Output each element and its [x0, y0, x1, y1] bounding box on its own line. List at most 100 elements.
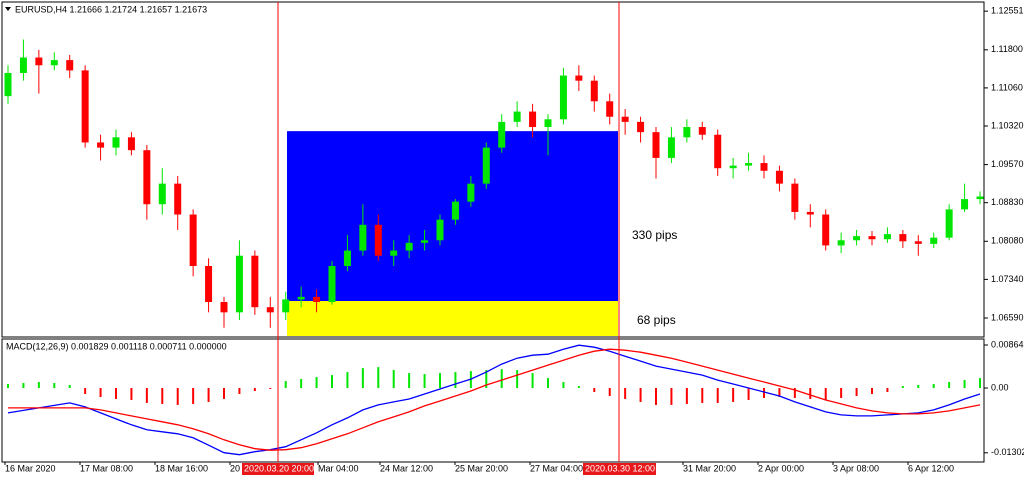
candle-body: [621, 116, 629, 122]
marker-label-bg: [242, 463, 314, 475]
candle-body: [945, 209, 953, 238]
candle-body: [775, 170, 783, 184]
candle-body: [374, 224, 382, 256]
candle-body: [683, 127, 691, 138]
candle-body: [174, 183, 182, 215]
zone: [287, 300, 618, 336]
y-tick-label: 0.008643: [991, 339, 1024, 349]
x-tick-label: Mar 04:00: [318, 463, 359, 473]
x-tick-label: 31 Mar 20:00: [683, 463, 736, 473]
y-tick-label: 1.09570: [991, 159, 1024, 169]
candle-body: [853, 236, 861, 241]
candle-body: [637, 121, 645, 133]
macd-title: MACD(12,26,9) 0.001829 0.001118 0.000711…: [6, 341, 227, 351]
candle-body: [81, 70, 89, 143]
candle-body: [313, 296, 321, 303]
candle-body: [50, 60, 58, 66]
candle-body: [405, 242, 413, 251]
macd-line: [8, 348, 981, 451]
x-tick-label: 27 Mar 04:00: [530, 463, 583, 473]
candle-body: [837, 240, 845, 246]
candle-body: [961, 199, 969, 210]
y-tick-label: 1.07340: [991, 274, 1024, 284]
y-tick-label: -0.013022: [991, 447, 1024, 457]
candle-body: [251, 255, 259, 308]
menu-triangle[interactable]: [5, 7, 11, 11]
y-tick-label: 1.08830: [991, 197, 1024, 207]
x-tick-label: 17 Mar 08:00: [80, 463, 133, 473]
y-tick-label: 0.00: [991, 382, 1009, 392]
x-tick-label: 2 Apr 00:00: [758, 463, 804, 473]
zone-label: 68 pips: [637, 313, 676, 327]
candle-body: [235, 255, 243, 313]
main-panel-frame: [1, 1, 985, 338]
candle-body: [498, 121, 506, 148]
y-tick-label: 1.08080: [991, 236, 1024, 246]
candle-body: [760, 163, 768, 171]
candle-body: [883, 234, 891, 240]
candle-body: [729, 165, 737, 169]
x-tick-label: 6 Apr 12:00: [908, 463, 954, 473]
candle-body: [359, 224, 367, 251]
macd-line: [7, 344, 981, 456]
x-tick-label: 3 Apr 08:00: [833, 463, 879, 473]
candle-body: [97, 142, 105, 148]
candle-body: [606, 101, 614, 117]
candle-body: [559, 75, 567, 120]
x-tick-label: 20: [230, 463, 240, 473]
candle-body: [343, 250, 351, 266]
candle-body: [266, 307, 274, 313]
candle-body: [390, 250, 398, 256]
zone-label: 330 pips: [632, 228, 677, 242]
candle-body: [652, 132, 660, 158]
candle-body: [4, 72, 12, 97]
candle-body: [529, 111, 537, 128]
marker-label: 2020.03.20 20:00: [244, 463, 314, 473]
y-tick-label: 1.12551: [991, 6, 1024, 16]
candle-body: [575, 75, 583, 81]
candle-body: [745, 163, 753, 166]
candle-body: [930, 237, 938, 244]
candle-body: [899, 234, 907, 242]
candle-body: [189, 214, 197, 266]
candle-body: [513, 111, 521, 122]
candle-body: [282, 299, 290, 313]
chart-title: EURUSD,H4 1.21666 1.21724 1.21657 1.2167…: [15, 4, 207, 14]
candle-body: [467, 183, 475, 202]
candle-body: [914, 241, 922, 244]
candle-body: [714, 134, 722, 169]
candle-body: [451, 201, 459, 220]
candle-body: [436, 219, 444, 241]
x-tick-label: 25 Mar 20:00: [455, 463, 508, 473]
candle-body: [806, 211, 814, 215]
marker-label: 2020.03.30 12:00: [585, 463, 655, 473]
x-tick-label: 24 Mar 12:00: [380, 463, 433, 473]
candle-body: [868, 236, 876, 240]
candle-body: [482, 147, 490, 184]
candle-body: [421, 240, 429, 243]
candle-body: [158, 183, 166, 205]
candle-body: [590, 80, 598, 102]
plot-layer: 330 pips 68 pips: [4, 39, 984, 456]
candle-body: [143, 150, 151, 205]
candle-body: [112, 137, 120, 148]
candle-body: [544, 119, 552, 128]
candle-body: [667, 137, 675, 158]
candle-body: [205, 265, 213, 303]
y-tick-label: 1.06590: [991, 312, 1024, 322]
y-tick-label: 1.10320: [991, 120, 1024, 130]
candle-body: [791, 183, 799, 212]
x-tick-label: 16 Mar 2020: [5, 463, 56, 473]
candle-body: [822, 214, 830, 246]
candle-body: [297, 296, 305, 300]
marker-label-bg: [583, 463, 656, 475]
candle-body: [35, 57, 43, 66]
candle-body: [328, 265, 336, 303]
candle-body: [19, 57, 27, 73]
x-tick-label: 18 Mar 16:00: [155, 463, 208, 473]
candle-body: [698, 127, 706, 135]
candle-body: [127, 137, 135, 151]
y-tick-label: 1.11060: [991, 82, 1023, 92]
candle-body: [220, 302, 228, 313]
candle-body: [976, 196, 984, 200]
